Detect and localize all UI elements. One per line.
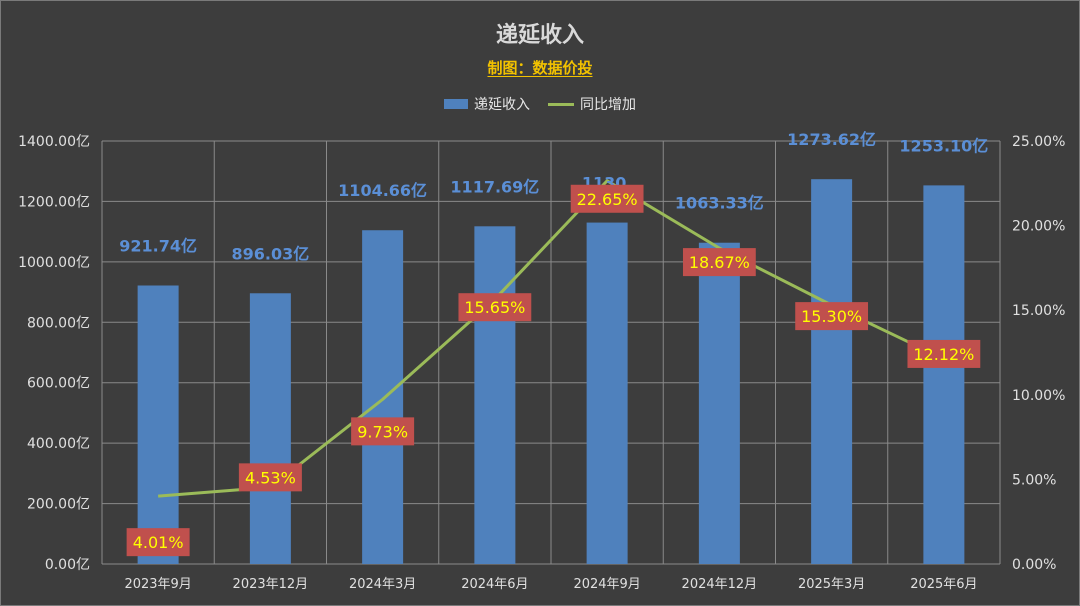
bar-data-label: 1253.10亿: [899, 136, 988, 155]
bar: [586, 222, 628, 565]
y-right-tick-label: 5.00%: [1012, 472, 1056, 488]
bar: [811, 179, 853, 564]
chart-subtitle: 制图：数据价投: [0, 57, 1080, 78]
line-label-box: [907, 339, 981, 368]
y-left-tick-label: 0.00亿: [45, 557, 90, 573]
bar-data-label: 1104.66亿: [338, 181, 427, 200]
line-data-label: 4.01%: [133, 533, 184, 552]
line-label-box: [238, 463, 302, 492]
x-tick-label: 2025年3月: [798, 577, 865, 592]
y-right-tick-label: 20.00%: [1012, 219, 1065, 235]
line-data-label: 18.67%: [689, 253, 750, 272]
legend-item-line: 同比增加: [548, 94, 636, 114]
bar: [249, 293, 291, 564]
y-left-tick-label: 600.00亿: [27, 376, 90, 392]
y-left-tick-label: 400.00亿: [27, 436, 90, 452]
chart-title: 递延收入: [495, 23, 584, 48]
x-tick-label: 2023年12月: [233, 577, 309, 592]
line-label-box: [351, 417, 415, 446]
legend: 递延收入 同比增加: [0, 94, 1080, 114]
line-data-label: 12.12%: [913, 345, 974, 364]
legend-item-bar: 递延收入: [444, 94, 530, 114]
x-tick-label: 2025年6月: [910, 577, 977, 592]
y-right-tick-label: 0.00%: [1012, 557, 1056, 573]
line-label-box: [570, 184, 644, 213]
bar-data-label: 1117.69亿: [450, 177, 539, 196]
line-data-label: 22.65%: [577, 190, 638, 209]
x-tick-label: 2024年12月: [682, 577, 758, 592]
line-label-box: [682, 248, 756, 277]
x-tick-label: 2023年9月: [124, 577, 191, 592]
x-tick-label: 2024年6月: [461, 577, 528, 592]
y-left-tick-label: 1400.00亿: [18, 134, 90, 150]
y-right-tick-label: 15.00%: [1012, 303, 1065, 319]
y-right-tick-label: 25.00%: [1012, 134, 1065, 150]
legend-bar-swatch: [444, 99, 468, 109]
line-data-label: 4.53%: [245, 468, 296, 487]
line-label-box: [795, 302, 869, 331]
y-right-tick-label: 10.00%: [1012, 388, 1065, 404]
x-tick-label: 2024年3月: [349, 577, 416, 592]
y-left-tick-label: 1200.00亿: [18, 194, 90, 210]
bar: [698, 242, 740, 564]
line-data-label: 9.73%: [357, 422, 408, 441]
legend-label-line: 同比增加: [580, 97, 636, 113]
legend-label-bar: 递延收入: [474, 97, 530, 113]
bar: [923, 185, 965, 565]
x-tick-label: 2024年9月: [573, 577, 640, 592]
bar: [137, 285, 179, 564]
bar-data-label: 921.74亿: [119, 237, 197, 256]
y-left-tick-label: 800.00亿: [27, 315, 90, 331]
chart-subtitle-text: 制图：数据价投: [487, 59, 593, 77]
line-data-label: 15.30%: [801, 307, 862, 326]
legend-line-swatch: [548, 102, 574, 106]
line-data-label: 15.65%: [464, 298, 525, 317]
bar: [362, 230, 404, 565]
y-left-tick-label: 1000.00亿: [18, 255, 90, 271]
bar-data-label: 896.03亿: [232, 244, 310, 263]
bar-data-label: 1273.62亿: [787, 130, 876, 149]
y-left-tick-label: 200.00亿: [27, 497, 90, 513]
bar-data-label: 1063.33亿: [675, 194, 764, 213]
line-label-box: [458, 293, 532, 322]
line-label-box: [126, 528, 190, 557]
bar: [474, 226, 516, 564]
